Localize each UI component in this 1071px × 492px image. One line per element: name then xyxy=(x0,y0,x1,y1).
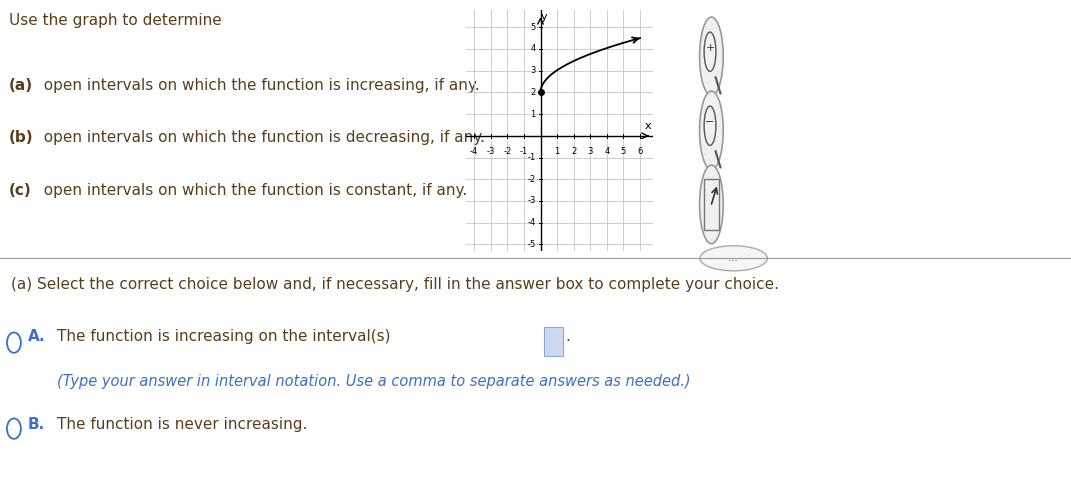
Circle shape xyxy=(699,17,723,95)
Text: (a): (a) xyxy=(9,78,33,93)
Circle shape xyxy=(699,91,723,170)
Text: -1: -1 xyxy=(527,153,536,162)
Text: 2: 2 xyxy=(530,88,536,97)
Text: (a) Select the correct choice below and, if necessary, fill in the answer box to: (a) Select the correct choice below and,… xyxy=(11,277,779,292)
Text: 1: 1 xyxy=(530,110,536,119)
Text: The function is increasing on the interval(s): The function is increasing on the interv… xyxy=(57,329,390,344)
Text: -1: -1 xyxy=(519,147,528,155)
Text: open intervals on which the function is constant, if any.: open intervals on which the function is … xyxy=(34,183,467,197)
Text: A.: A. xyxy=(28,329,45,344)
Circle shape xyxy=(699,165,723,244)
Text: +: + xyxy=(706,43,714,53)
Text: (b): (b) xyxy=(9,130,33,145)
Text: 6: 6 xyxy=(637,147,643,155)
Text: 4: 4 xyxy=(604,147,609,155)
Text: -5: -5 xyxy=(527,240,536,249)
FancyBboxPatch shape xyxy=(544,327,563,356)
Text: 2: 2 xyxy=(571,147,576,155)
Text: Use the graph to determine: Use the graph to determine xyxy=(9,13,222,28)
Text: B.: B. xyxy=(28,417,45,432)
Text: 5: 5 xyxy=(621,147,627,155)
FancyBboxPatch shape xyxy=(704,179,719,230)
Text: open intervals on which the function is increasing, if any.: open intervals on which the function is … xyxy=(34,78,480,93)
Ellipse shape xyxy=(700,246,767,271)
Text: .: . xyxy=(565,329,571,344)
Text: -4: -4 xyxy=(470,147,479,155)
Text: -2: -2 xyxy=(503,147,512,155)
Text: x: x xyxy=(644,121,651,131)
Text: y: y xyxy=(541,12,547,23)
Text: The function is never increasing.: The function is never increasing. xyxy=(57,417,307,432)
Text: open intervals on which the function is decreasing, if any.: open intervals on which the function is … xyxy=(34,130,485,145)
Text: ...: ... xyxy=(728,253,739,263)
Text: -2: -2 xyxy=(527,175,536,184)
Text: 4: 4 xyxy=(530,44,536,54)
Text: -3: -3 xyxy=(486,147,495,155)
Text: -3: -3 xyxy=(527,196,536,206)
Text: 3: 3 xyxy=(588,147,593,155)
Text: 5: 5 xyxy=(530,23,536,31)
Text: (c): (c) xyxy=(9,183,32,197)
Text: -4: -4 xyxy=(527,218,536,227)
Text: (Type your answer in interval notation. Use a comma to separate answers as neede: (Type your answer in interval notation. … xyxy=(57,374,691,389)
Text: 1: 1 xyxy=(555,147,560,155)
Text: −: − xyxy=(706,117,714,127)
Text: 3: 3 xyxy=(530,66,536,75)
